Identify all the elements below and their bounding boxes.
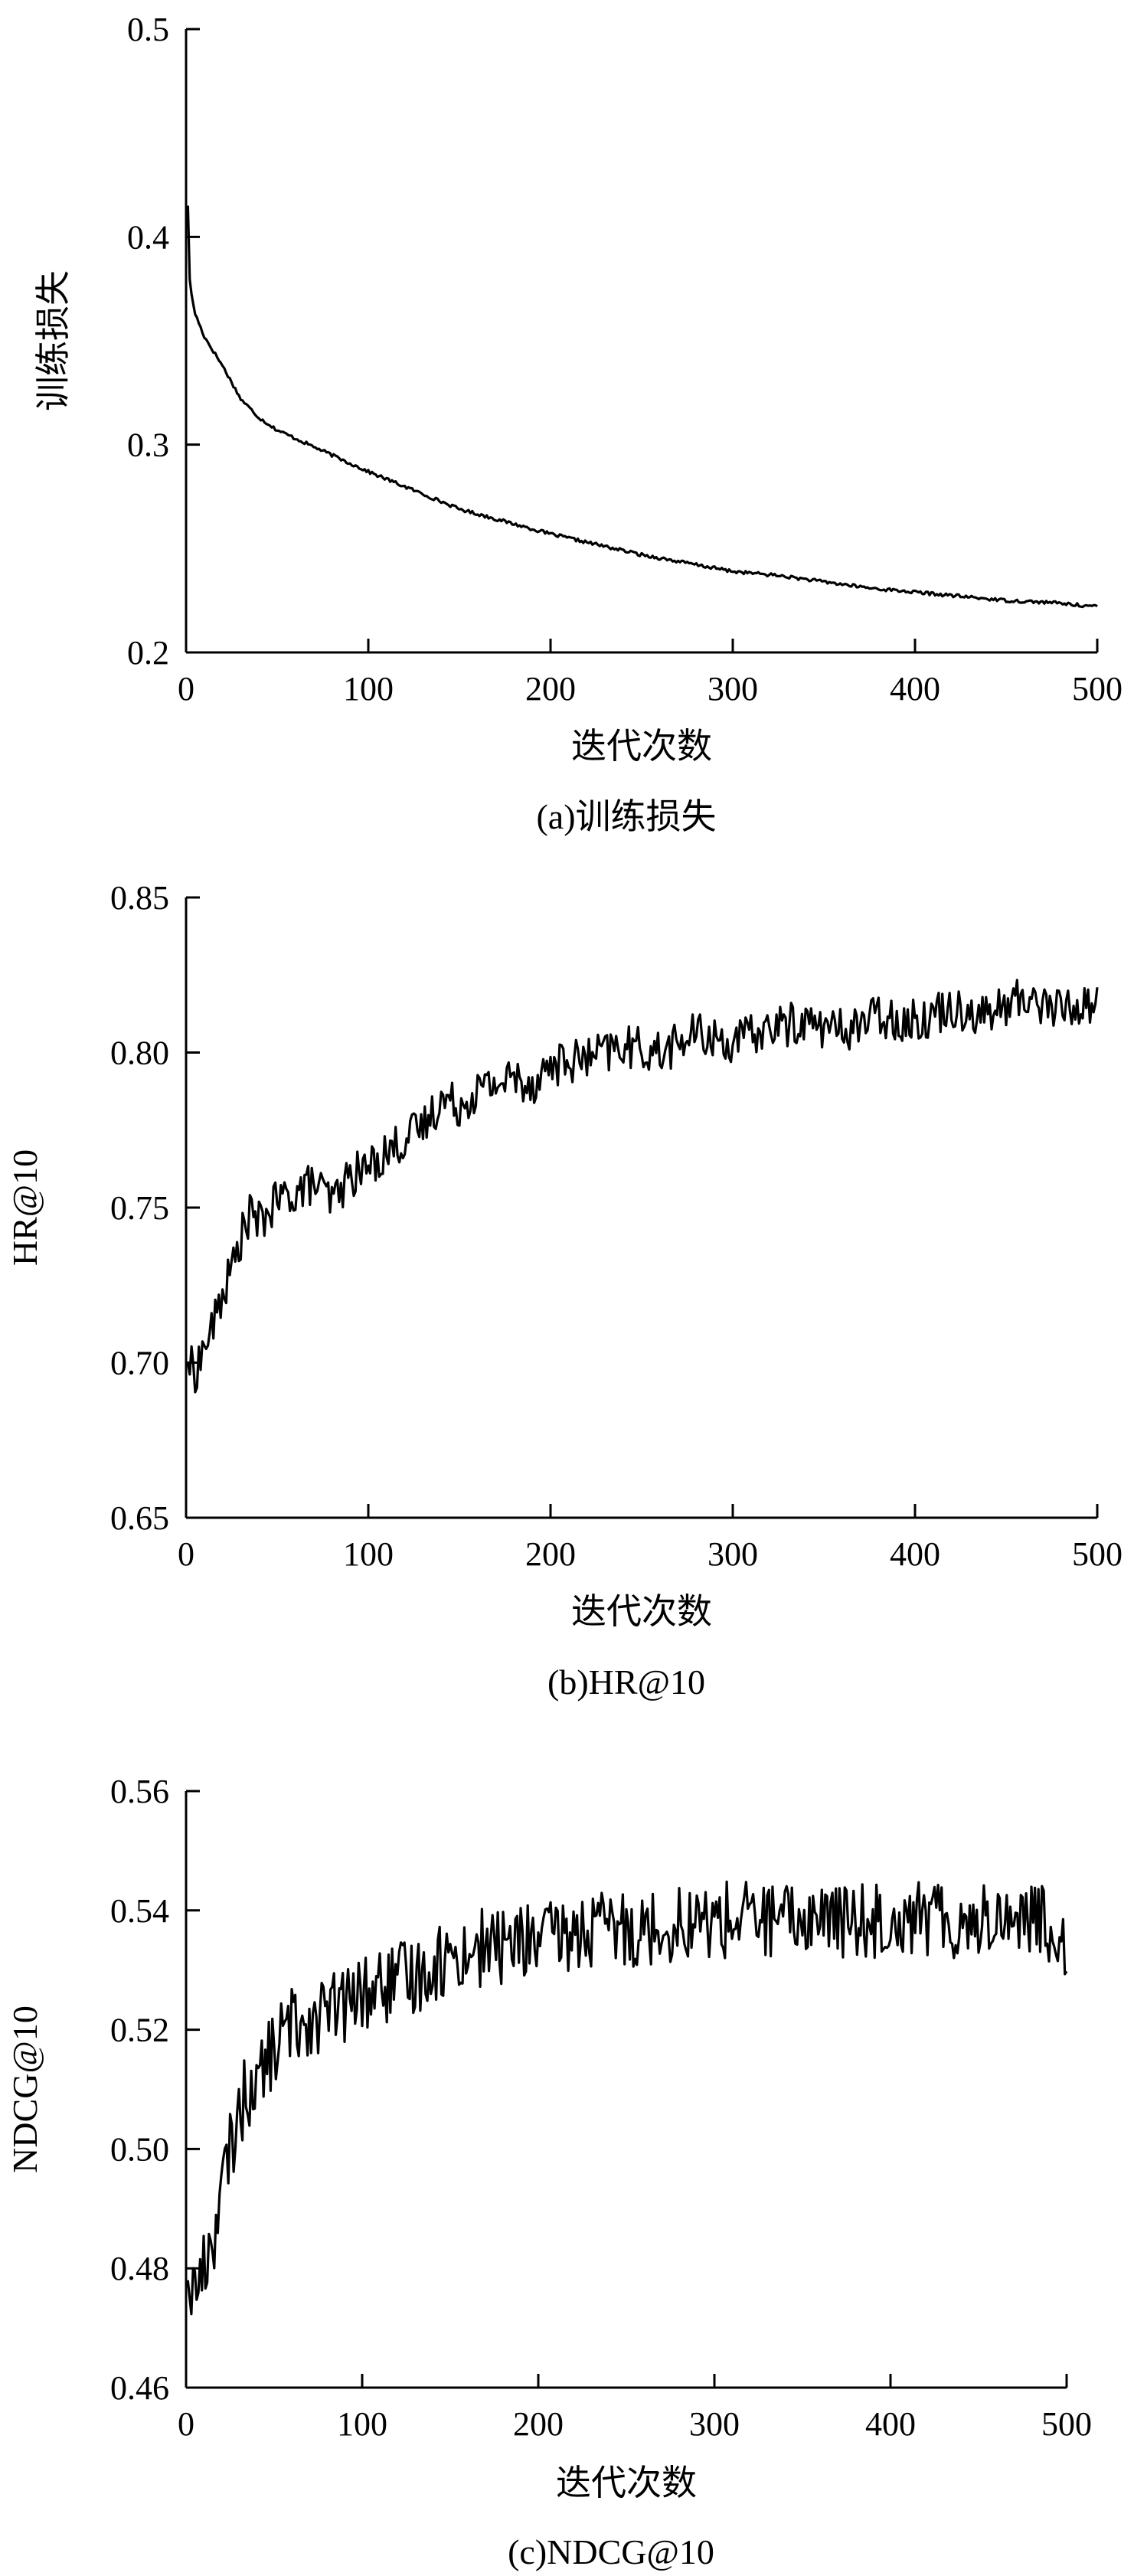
panel-c-x-tick-label: 400 <box>865 2405 916 2443</box>
panel-a-x-tick-label: 0 <box>178 670 194 708</box>
chart-panel-b: 0 100 200 300 400 500 0.65 0.70 0.75 0.80 0.85 迭代次数… <box>5 879 1123 1702</box>
panel-c-y-tick-label: 0.54 <box>110 1892 169 1930</box>
panel-c-x-tick-label: 300 <box>689 2405 740 2443</box>
panel-c-y-tick-label: 0.46 <box>110 2369 169 2407</box>
panel-c-x-tick-label: 500 <box>1041 2405 1092 2443</box>
panel-c-y-tick-label: 0.56 <box>110 1773 169 1810</box>
panel-b-y-tick-label: 0.85 <box>110 879 169 917</box>
panel-a-y-tick-label: 0.2 <box>127 634 169 672</box>
panel-c-y-tick-label: 0.50 <box>110 2130 169 2168</box>
panel-a-y-tick-label: 0.5 <box>127 11 169 48</box>
panel-a-x-tick-label: 200 <box>525 670 576 708</box>
panel-a-x-tick-label: 400 <box>890 670 940 708</box>
panel-b-series-line <box>186 979 1099 1394</box>
panel-b-x-axis-label: 迭代次数 <box>571 1592 712 1631</box>
panel-b-x-tick-label: 300 <box>708 1535 758 1573</box>
panel-b-x-tick-label: 100 <box>343 1535 394 1573</box>
panel-a-y-tick-label: 0.4 <box>127 218 169 256</box>
panel-b-x-tick-label: 400 <box>890 1535 940 1573</box>
panel-a-x-axis-label: 迭代次数 <box>571 727 712 766</box>
panel-c-y-axis-label: NDCG@10 <box>5 2006 44 2173</box>
panel-a-x-tick-label: 300 <box>708 670 758 708</box>
chart-panel-a: 0 100 200 300 400 500 0.2 0.3 0.4 0.5 迭代次数 训练损失 (a)训… <box>34 11 1123 836</box>
panel-b-y-tick-label: 0.70 <box>110 1345 169 1382</box>
panel-a-y-axis-label: 训练损失 <box>34 270 73 411</box>
panel-c-x-tick-label: 100 <box>337 2405 387 2443</box>
panel-b-caption: (b)HR@10 <box>547 1662 705 1702</box>
panel-a-series-line <box>186 205 1098 609</box>
panel-a-caption: (a)训练损失 <box>536 797 716 836</box>
panel-b-y-axis-label: HR@10 <box>5 1149 44 1266</box>
panel-b-x-tick-label: 200 <box>525 1535 576 1573</box>
panel-a-y-tick-label: 0.3 <box>127 427 169 464</box>
panel-a-x-tick-label: 500 <box>1072 670 1123 708</box>
chart-panel-c: 0 100 200 300 400 500 0.46 0.48 0.50 0.52 0.54 0.56… <box>5 1773 1092 2571</box>
panel-c-y-tick-label: 0.48 <box>110 2250 169 2287</box>
panel-b-x-tick-label: 500 <box>1072 1535 1123 1573</box>
panel-c-x-axis-label: 迭代次数 <box>556 2463 697 2502</box>
panel-c-series-line <box>186 1880 1068 2316</box>
panel-b-y-tick-label: 0.65 <box>110 1499 169 1537</box>
panel-c-y-tick-label: 0.52 <box>110 2012 169 2049</box>
panel-b-y-tick-label: 0.75 <box>110 1189 169 1227</box>
panel-c-x-tick-label: 200 <box>513 2405 564 2443</box>
panel-c-caption: (c)NDCG@10 <box>508 2532 714 2571</box>
panel-a-x-tick-label: 100 <box>343 670 394 708</box>
panel-b-x-tick-label: 0 <box>178 1535 194 1573</box>
panel-c-x-tick-label: 0 <box>178 2405 194 2443</box>
panel-b-y-tick-label: 0.80 <box>110 1035 169 1072</box>
